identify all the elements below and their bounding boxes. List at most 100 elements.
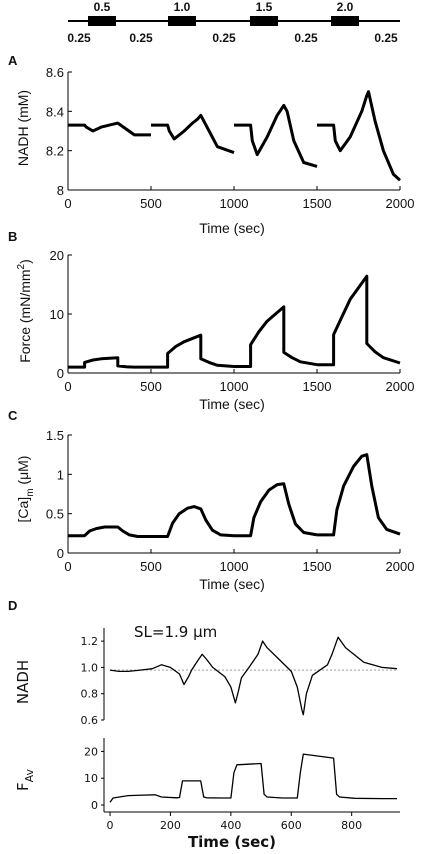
panel-d-nadh-ytick-label: 1.2 [81,635,99,648]
panel-b-series-line [234,305,318,368]
panel-c-xlabel: Time (sec) [199,576,265,592]
panel-c-series-line [317,453,401,537]
panel-c-series-line [68,525,151,538]
panel-a-xtick-label: 0 [64,196,71,211]
panel-b-ylabel-main: Force (mN/mm [17,269,33,362]
panel-d-xtick-label: 800 [341,819,362,832]
protocol-pulse-1 [88,16,116,26]
panel-c-series [68,453,401,538]
panel-d-force-ylabel-main: F [14,782,32,791]
panel-d-force-ytick-label: 10 [84,772,98,785]
panel-b-xtick-label: 500 [140,379,162,394]
panel-c-xtick-label: 2000 [386,559,415,574]
panel-b-xtick-label: 1500 [303,379,332,394]
panel-a-series [68,90,401,182]
panel-a-xtick-label: 500 [140,196,162,211]
panel-d-label: D [8,598,17,613]
panel-a-xtick-label: 1500 [303,196,332,211]
panel-b-ytick-label: 10 [50,307,64,322]
panel-c-ytick-label: 0 [57,546,64,561]
panel-c-xticks: 0 500 1000 1500 2000 [64,549,414,574]
panel-a-series-line [68,121,151,137]
panel-a-series-line [317,90,401,182]
panel-c-ylabel: [Ca]m (μM) [15,456,36,523]
panel-a-label: A [8,53,18,68]
panel-c-series-line [234,482,318,538]
panel-b-label: B [8,229,17,244]
panel-b-yticks: 0 10 20 [50,248,72,381]
panel-a-xtick-label: 2000 [386,196,415,211]
panel-d-nadh-yticks: 0.6 0.8 1.0 1.2 [81,635,104,727]
panel-a-series-line [234,103,318,168]
panel-d-series [109,636,398,803]
panel-c-ylabel-main: [Ca] [15,497,31,523]
panel-d-force-ytick-label: 20 [84,745,98,758]
panel-d-force-trace [109,753,397,803]
panel-d-nadh-ytick-label: 1.0 [81,661,99,674]
panel-b-xtick-label: 0 [64,379,71,394]
panel-a-xticks: 0 500 1000 1500 2000 [64,186,414,211]
panel-b-series [68,274,401,369]
panel-b-ylabel-sup: 2 [16,263,27,269]
panel-c-ylabel-sub: m [25,488,36,496]
pulse-label-1: 0.5 [94,0,111,14]
panel-b-ylabel: Force (mN/mm2) [16,259,33,363]
pulse-label-4: 2.0 [337,0,354,14]
panel-d-force-ytick-label: 0 [91,799,98,812]
rest-label-4: 0.25 [294,31,318,45]
panel-a-ytick-label: 8.4 [46,104,64,119]
panel-d: D SL=1.9 μm 0 200 400 600 800 0.60.81.01.2 0… [8,598,400,851]
panel-d-force-ylabel: FAv [14,768,36,791]
panel-b-series-line [68,356,151,369]
panel-a-ytick-label: 8.2 [46,144,64,159]
panel-d-xticks: 0 200 400 600 800 [107,812,362,832]
panel-d-xlabel: Time (sec) [188,833,276,851]
panel-a-xlabel: Time (sec) [199,220,265,236]
panel-c-ytick-label: 0.5 [46,507,64,522]
panel-a-ylabel: NADH (mM) [15,90,31,166]
panel-d-nadh-ylabel: NADH [14,660,32,704]
panel-d-nadh-ytick-label: 0.6 [81,714,99,727]
panel-d-xtick-label: 600 [281,819,302,832]
panel-c: C 0 500 1000 1500 2000 0 0.5 1 1.5 Time (sec) [… [8,408,414,592]
panel-b-series-line [151,333,235,369]
panel-d-nadh-ytick-label: 0.8 [81,688,99,701]
panel-c-yticks: 0 0.5 1 1.5 [46,428,72,561]
rest-label-1: 0.25 [67,31,91,45]
panel-d-nadh-trace [109,636,398,716]
rest-label-2: 0.25 [129,31,153,45]
panel-c-xtick-label: 1500 [303,559,332,574]
panel-d-xtick-label: 400 [220,819,241,832]
panel-c-ytick-label: 1.5 [46,428,64,443]
panel-c-ytick-label: 1 [57,467,64,482]
protocol-bar: 0.5 1.0 1.5 2.0 0.25 0.25 0.25 0.25 0.25 [67,0,400,45]
pulse-label-2: 1.0 [174,0,191,14]
panel-c-xtick-label: 500 [140,559,162,574]
panel-d-force-ylabel-sub: Av [23,768,36,782]
rest-label-5: 0.25 [374,31,398,45]
panel-b-ytick-label: 0 [57,366,64,381]
protocol-pulse-2 [168,16,196,26]
panel-c-series-line [151,505,235,538]
panel-a-xtick-label: 1000 [220,196,249,211]
panel-b-xtick-label: 2000 [386,379,415,394]
panel-d-xtick-label: 0 [107,819,114,832]
rest-label-3: 0.25 [212,31,236,45]
panel-b: B 0 500 1000 1500 2000 0 10 20 Time (sec) Forc… [8,229,414,412]
panel-c-xtick-label: 0 [64,559,71,574]
panel-c-xtick-label: 1000 [220,559,249,574]
panel-b-xtick-label: 1000 [220,379,249,394]
panel-b-ylabel-close: ) [17,259,33,264]
panel-b-xlabel: Time (sec) [199,396,265,412]
panel-c-label: C [8,408,18,423]
panel-d-force-yticks: 0 10 20 [84,745,104,812]
panel-a-series-line [151,113,235,155]
protocol-pulse-4 [331,16,359,26]
pulse-label-3: 1.5 [256,0,273,14]
panel-a-ytick-label: 8.6 [46,65,64,80]
panel-d-annotation: SL=1.9 μm [134,623,217,641]
panel-a-ytick-label: 8 [57,183,64,198]
panel-b-xticks: 0 500 1000 1500 2000 [64,369,414,394]
protocol-pulse-3 [250,16,278,26]
